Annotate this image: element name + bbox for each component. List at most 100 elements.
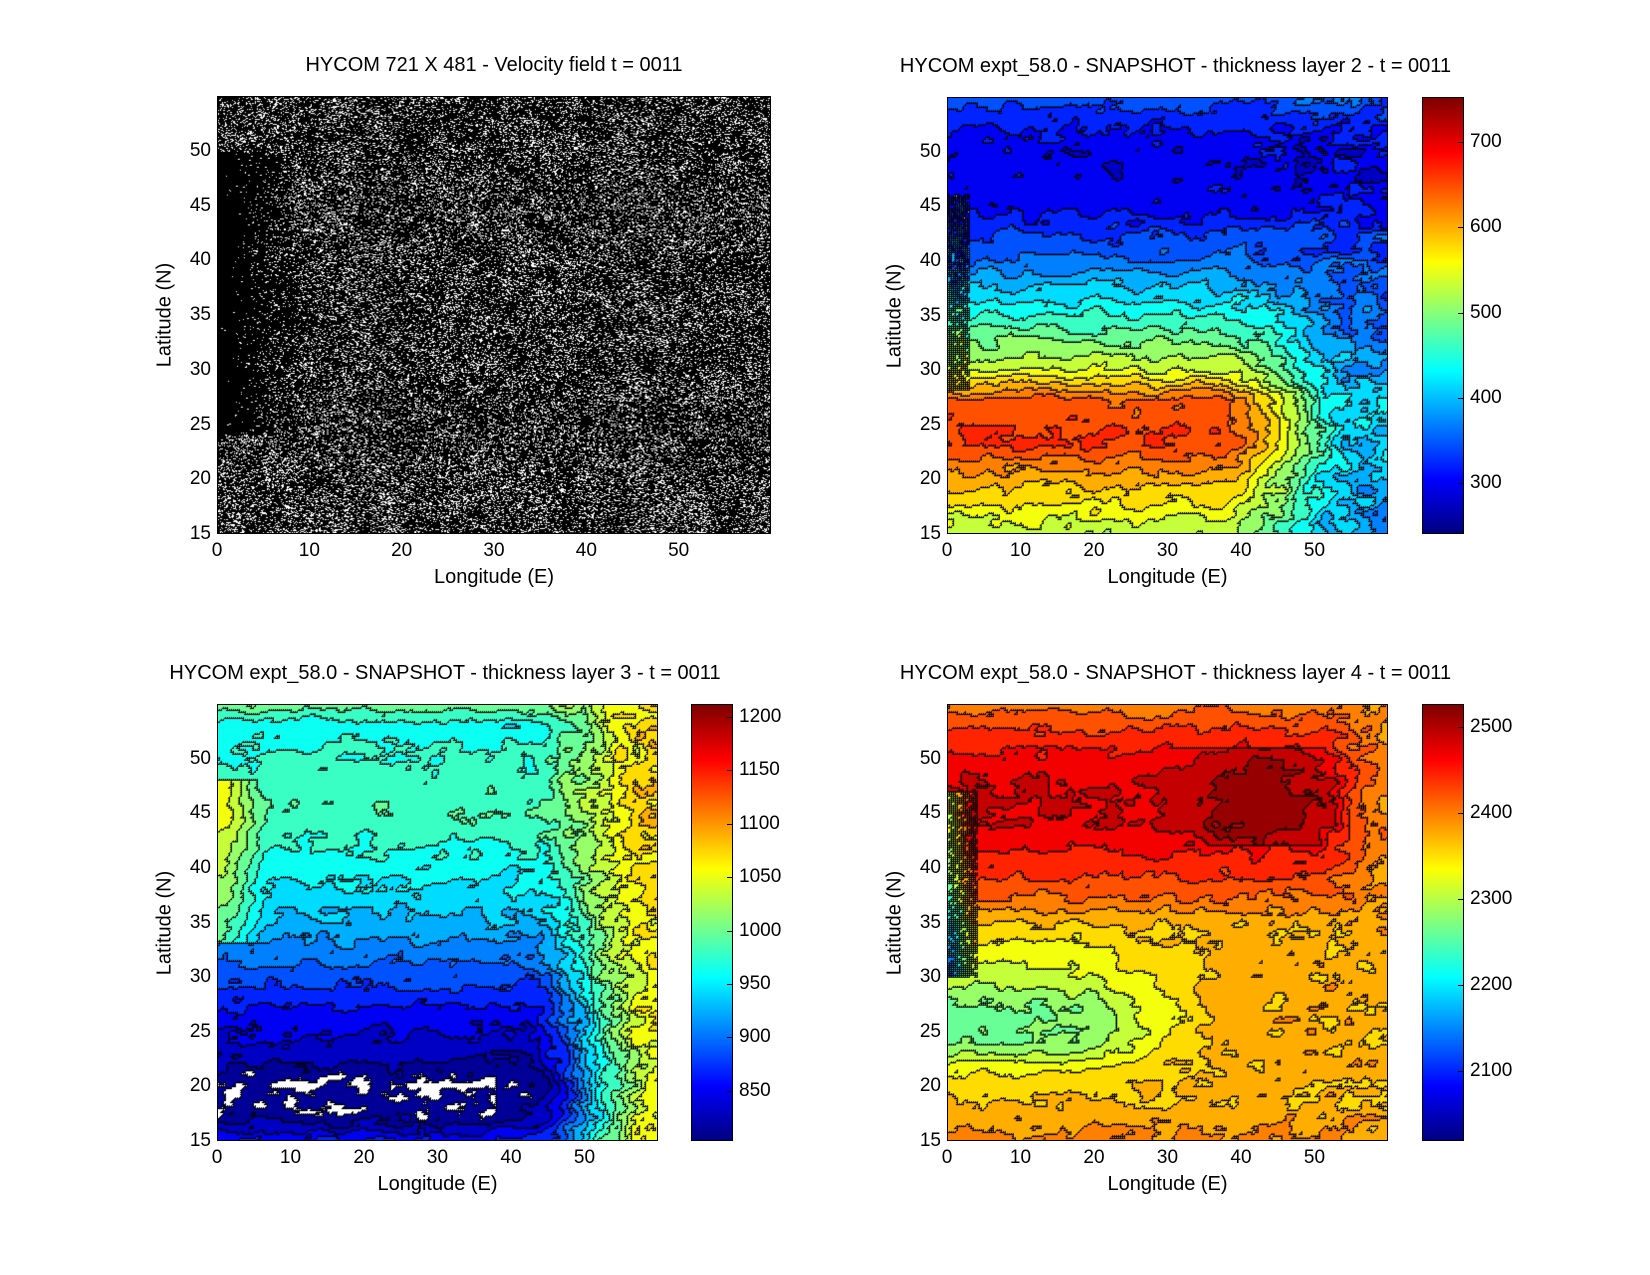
colorbar-tick-label: 1000 (739, 919, 782, 941)
y-tick-label: 35 (189, 911, 211, 933)
x-tick-label: 10 (1009, 540, 1032, 561)
y-tick-label: 15 (189, 1130, 211, 1151)
colorbar-tick-mark (727, 770, 733, 772)
colorbar-tick-label: 300 (1470, 471, 1502, 493)
plot-area (947, 97, 1388, 534)
x-tick-label: 40 (500, 1147, 522, 1168)
colorbar (691, 704, 733, 1141)
y-tick-label: 45 (919, 195, 941, 217)
x-tick-label: 50 (1303, 1147, 1326, 1168)
chart-title: HYCOM expt_58.0 - SNAPSHOT - thickness l… (169, 662, 721, 684)
colorbar-tick-mark (1458, 482, 1464, 484)
colorbar-tick-mark (1458, 727, 1464, 729)
x-tick-label: 10 (298, 540, 320, 561)
colorbar-tick-mark (727, 930, 733, 932)
y-tick-label: 20 (189, 1075, 211, 1097)
y-tick-label: 20 (919, 1075, 941, 1097)
plot-area (947, 704, 1388, 1141)
x-tick-label: 40 (1230, 540, 1252, 561)
colorbar-tick-label: 850 (739, 1079, 771, 1101)
colorbar-tick-mark (1458, 312, 1464, 314)
thickness-contour-field (948, 98, 1387, 533)
colorbar (1422, 97, 1464, 534)
y-tick-label: 15 (189, 523, 211, 544)
colorbar-tick-label: 700 (1470, 131, 1502, 153)
y-tick-label: 30 (919, 966, 941, 988)
colorbar-tick-mark (1458, 142, 1464, 144)
y-tick-label: 25 (189, 413, 211, 435)
y-axis-label: Latitude (N) (153, 870, 176, 975)
x-tick-label: 30 (1156, 1147, 1179, 1168)
y-tick-label: 20 (919, 468, 941, 490)
chart-title: HYCOM expt_58.0 - SNAPSHOT - thickness l… (899, 55, 1452, 77)
y-tick-label: 40 (189, 856, 211, 878)
colorbar-gradient (692, 705, 732, 1140)
colorbar-tick-mark (1458, 227, 1464, 229)
chart-title: HYCOM expt_58.0 - SNAPSHOT - thickness l… (899, 662, 1452, 684)
y-tick-label: 30 (919, 359, 941, 381)
y-tick-label: 15 (919, 1130, 941, 1151)
colorbar-tick-label: 950 (739, 972, 771, 994)
x-tick-label: 20 (1083, 1147, 1105, 1168)
y-axis-label: Latitude (N) (883, 870, 906, 975)
thickness-contour-field (218, 705, 657, 1140)
y-tick-label: 40 (189, 249, 211, 271)
colorbar-tick-label: 900 (739, 1026, 771, 1048)
x-tick-label: 10 (279, 1147, 302, 1168)
velocity-quiver-field (218, 97, 770, 533)
colorbar-tick-mark (727, 823, 733, 825)
y-axis-label: Latitude (N) (153, 262, 176, 368)
colorbar-tick-mark (1458, 1071, 1464, 1073)
colorbar-tick-label: 500 (1470, 301, 1502, 323)
y-tick-label: 25 (189, 1020, 211, 1042)
colorbar-tick-mark (727, 716, 733, 718)
colorbar-tick-label: 2500 (1470, 716, 1513, 738)
y-tick-label: 50 (189, 139, 211, 161)
plot-area (217, 704, 658, 1141)
colorbar-tick-mark (1458, 397, 1464, 399)
colorbar-gradient (1423, 98, 1463, 533)
colorbar-tick-label: 1200 (739, 705, 782, 727)
x-tick-label: 50 (573, 1147, 596, 1168)
x-tick-label: 20 (1083, 540, 1105, 561)
thickness-contour-field (948, 705, 1387, 1140)
y-tick-label: 45 (919, 802, 941, 824)
x-tick-label: 30 (483, 540, 505, 561)
x-tick-label: 40 (575, 540, 597, 561)
x-tick-label: 20 (391, 540, 413, 561)
x-tick-label: 0 (211, 1147, 223, 1168)
y-tick-label: 50 (919, 140, 941, 162)
y-tick-label: 40 (919, 856, 941, 878)
x-axis-label: Longitude (E) (1107, 1173, 1228, 1195)
y-tick-label: 35 (189, 304, 211, 325)
x-tick-label: 0 (941, 540, 953, 561)
colorbar-tick-mark (727, 1037, 733, 1039)
x-axis-label: Longitude (E) (1107, 566, 1228, 588)
y-tick-label: 25 (919, 413, 941, 435)
y-tick-label: 35 (919, 911, 941, 933)
y-tick-label: 45 (189, 194, 211, 216)
colorbar-tick-label: 1150 (739, 759, 780, 781)
colorbar (1422, 704, 1464, 1141)
x-axis-label: Longitude (E) (433, 566, 555, 588)
x-axis-label: Longitude (E) (377, 1173, 498, 1195)
x-tick-label: 30 (1156, 540, 1179, 561)
x-tick-label: 0 (211, 540, 223, 561)
colorbar-tick-label: 400 (1470, 386, 1502, 408)
y-tick-label: 15 (919, 523, 941, 544)
colorbar-tick-label: 1050 (739, 866, 782, 888)
x-tick-label: 20 (353, 1147, 375, 1168)
y-axis-label: Latitude (N) (883, 263, 906, 368)
x-tick-label: 50 (668, 540, 690, 561)
colorbar-tick-mark (1458, 899, 1464, 901)
y-tick-label: 45 (189, 802, 211, 824)
colorbar-tick-mark (1458, 813, 1464, 815)
colorbar-tick-label: 1100 (739, 812, 780, 834)
colorbar-tick-label: 600 (1470, 216, 1502, 238)
y-tick-label: 40 (919, 249, 941, 271)
colorbar-gradient (1423, 705, 1463, 1140)
x-tick-label: 0 (941, 1147, 953, 1168)
colorbar-tick-mark (727, 983, 733, 985)
y-tick-label: 30 (189, 966, 211, 988)
y-tick-label: 25 (919, 1020, 941, 1042)
